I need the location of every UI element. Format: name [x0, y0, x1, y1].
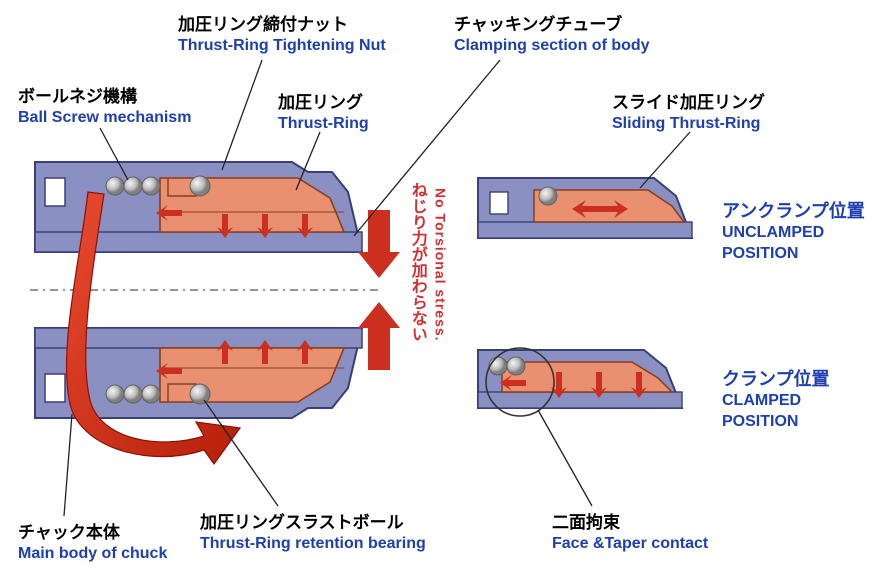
label-clamping-section: チャッキングチューブ Clamping section of body — [454, 14, 650, 57]
label-tightening-nut: 加圧リング締付ナット Thrust-Ring Tightening Nut — [178, 14, 386, 57]
label-unclamped: アンクランプ位置 UNCLAMPED POSITION — [722, 200, 865, 265]
label-main-body: チャック本体 Main body of chuck — [18, 522, 167, 565]
label-ball-screw: ボールネジ機構 Ball Screw mechanism — [18, 86, 191, 129]
label-no-torsion: ねじり力が加わらない No Torsional stress. — [406, 182, 449, 349]
label-clamped: クランプ位置 CLAMPED POSITION — [722, 368, 829, 433]
big-down-arrow — [358, 210, 400, 278]
label-face-taper: 二面拘束 Face &Taper contact — [552, 512, 708, 555]
unclamped-inset — [478, 178, 692, 238]
big-up-arrow — [358, 302, 400, 370]
label-retention: 加圧リングスラストボール Thrust-Ring retention beari… — [200, 512, 426, 555]
label-thrust-ring: 加圧リング Thrust-Ring — [278, 92, 369, 135]
clamped-inset — [478, 348, 682, 416]
label-sliding-ring: スライド加圧リング Sliding Thrust-Ring — [612, 92, 765, 135]
